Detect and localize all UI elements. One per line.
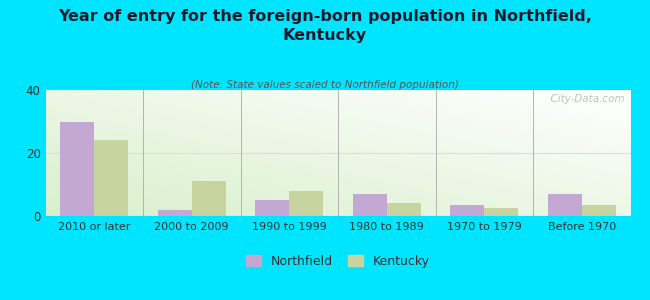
Bar bbox=[484, 208, 519, 216]
Bar bbox=[157, 210, 192, 216]
Legend: Northfield, Kentucky: Northfield, Kentucky bbox=[246, 255, 430, 268]
Bar bbox=[547, 194, 582, 216]
Bar bbox=[192, 181, 226, 216]
Bar bbox=[387, 203, 421, 216]
Bar bbox=[289, 191, 324, 216]
Bar bbox=[60, 122, 94, 216]
Text: Year of entry for the foreign-born population in Northfield,
Kentucky: Year of entry for the foreign-born popul… bbox=[58, 9, 592, 43]
Bar bbox=[94, 140, 129, 216]
Bar bbox=[255, 200, 289, 216]
Bar bbox=[450, 205, 484, 216]
Text: (Note: State values scaled to Northfield population): (Note: State values scaled to Northfield… bbox=[191, 80, 459, 89]
Bar bbox=[582, 205, 616, 216]
Bar bbox=[353, 194, 387, 216]
Text: City-Data.com: City-Data.com bbox=[544, 94, 625, 104]
